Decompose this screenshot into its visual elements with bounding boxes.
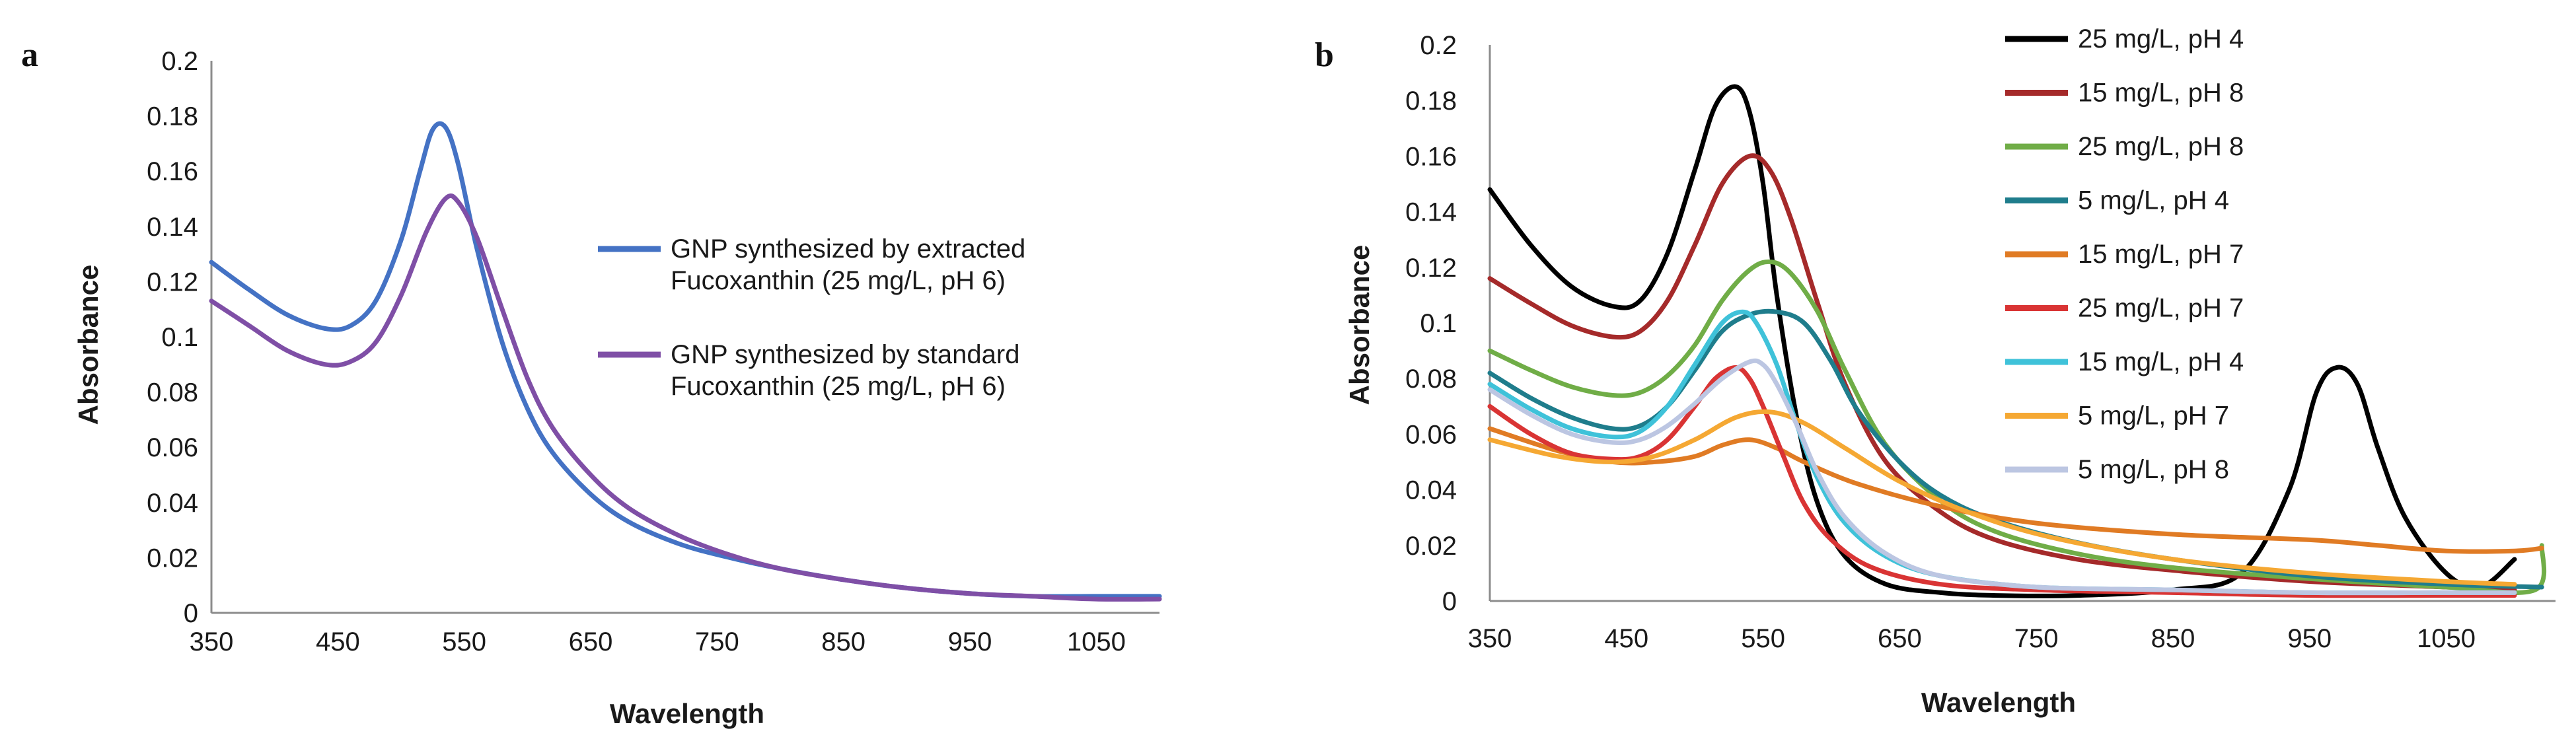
panel-b-y-tick-label: 0.08 <box>1405 365 1457 394</box>
panel-a-x-tick-label: 450 <box>316 627 360 656</box>
panel-a-xlabel: Wavelength <box>610 698 764 729</box>
panel-b-x-ticks: 350 450 550 650 750 850 950 1050 <box>1468 624 2476 653</box>
panel-a-y-tick-label: 0.16 <box>147 157 198 186</box>
panel-b-xlabel: Wavelength <box>1921 687 2076 718</box>
panel-a-series-line-2 <box>209 193 1162 602</box>
panel-b-y-tick-label: 0.12 <box>1405 254 1457 283</box>
panel-b-x-tick-label: 1050 <box>2417 624 2476 653</box>
panel-a-y-tick-label: 0.14 <box>147 213 198 242</box>
panel-b-series-line-9 <box>1487 358 2517 596</box>
panel-b-y-tick-label: 0.14 <box>1405 198 1457 227</box>
panel-a-y-tick-label: 0.12 <box>147 267 198 297</box>
panel-b-y-ticks: 0 0.02 0.04 0.06 0.08 0.1 0.12 0.14 0.16 0.18 0.2 <box>1405 31 1457 616</box>
panel-b-label: b <box>1315 36 1334 74</box>
panel-a-x-tick-label: 950 <box>948 627 992 656</box>
panel-b-y-tick-label: 0.02 <box>1405 532 1457 561</box>
panel-b-series-line-5 <box>1487 426 2544 554</box>
panel-b-y-tick-label: 0.16 <box>1405 142 1457 171</box>
panel-b-legend-label: 15 mg/L, pH 7 <box>2078 240 2244 269</box>
panel-b-y-tick-label: 0.04 <box>1405 476 1457 505</box>
panel-b-legend-label: 25 mg/L, pH 7 <box>2078 294 2244 323</box>
panel-a-x-tick-label: 550 <box>442 627 486 656</box>
panel-b-legend-label: 5 mg/L, pH 7 <box>2078 402 2229 431</box>
panel-b-legend-label: 15 mg/L, pH 4 <box>2078 347 2244 376</box>
panel-a-label: a <box>21 36 38 74</box>
panel-a-legend: GNP synthesized by extractedFucoxanthin … <box>598 234 1025 401</box>
panel-a-x-ticks: 350 450 550 650 750 850 950 1050 <box>190 627 1126 656</box>
panel-a-y-tick-label: 0.1 <box>161 323 198 352</box>
panel-a-y-tick-label: 0 <box>184 599 198 628</box>
panel-b-series-line-7 <box>1487 309 2517 596</box>
panel-b-legend: 25 mg/L, pH 4 15 mg/L, pH 8 25 mg/L, pH 8 5… <box>2005 24 2244 484</box>
panel-a-y-tick-label: 0.18 <box>147 102 198 131</box>
panel-a-ylabel: Absorbance <box>73 265 104 425</box>
panel-b-y-tick-label: 0.1 <box>1420 309 1457 338</box>
panel-b-x-tick-label: 450 <box>1604 624 1648 653</box>
panel-b-series <box>1487 84 2547 598</box>
panel-b-legend-label: 5 mg/L, pH 8 <box>2078 455 2229 484</box>
panel-b-legend-label: 15 mg/L, pH 8 <box>2078 79 2244 108</box>
panel-b-y-tick-label: 0.2 <box>1420 31 1457 60</box>
panel-a-legend-label: GNP synthesized by extracted <box>671 234 1025 264</box>
panel-a-x-tick-label: 1050 <box>1067 627 1126 656</box>
panel-b-x-tick-label: 850 <box>2151 624 2195 653</box>
panel-b-series-line-8 <box>1487 409 2517 587</box>
panel-a-y-tick-label: 0.06 <box>147 433 198 462</box>
panel-a-x-tick-label: 850 <box>821 627 865 656</box>
panel-a-legend-label: Fucoxanthin (25 mg/L, pH 6) <box>671 372 1006 401</box>
panel-b-legend-label: 5 mg/L, pH 4 <box>2078 186 2229 215</box>
panel-a-y-tick-label: 0.04 <box>147 489 198 518</box>
panel-a-y-tick-label: 0.02 <box>147 544 198 573</box>
panel-b-x-tick-label: 650 <box>1878 624 1922 653</box>
panel-b-x-tick-label: 350 <box>1468 624 1512 653</box>
panel-b-x-tick-label: 750 <box>2014 624 2059 653</box>
panel-a-x-tick-label: 350 <box>190 627 234 656</box>
panel-a-legend-label: Fucoxanthin (25 mg/L, pH 6) <box>671 266 1006 295</box>
panel-b-ylabel: Absorbance <box>1344 245 1375 406</box>
panel-b-legend-label: 25 mg/L, pH 8 <box>2078 132 2244 161</box>
panel-b-x-tick-label: 550 <box>1741 624 1785 653</box>
panel-b-series-line-1 <box>1487 84 2517 598</box>
panel-a-y-tick-label: 0.08 <box>147 378 198 407</box>
panel-a-chart: a Absorbance Wavelength 0 0.02 0.04 0.06 0.0… <box>21 36 1162 729</box>
panel-a-y-tick-label: 0.2 <box>161 47 198 76</box>
panel-a-x-tick-label: 650 <box>569 627 613 656</box>
panel-b-series-line-3 <box>1487 259 2547 595</box>
panel-b-x-tick-label: 950 <box>2287 624 2332 653</box>
panel-b-y-tick-label: 0.06 <box>1405 420 1457 449</box>
panel-a-series <box>209 121 1162 602</box>
panel-a-y-ticks: 0 0.02 0.04 0.06 0.08 0.1 0.12 0.14 0.16 0.18 0.2 <box>147 47 198 628</box>
panel-b-y-tick-label: 0 <box>1442 587 1457 616</box>
panel-b-y-tick-label: 0.18 <box>1405 87 1457 116</box>
panel-b-series-line-6 <box>1487 365 2517 598</box>
panel-b-chart: b Absorbance Wavelength 0 0.02 0.04 0.06 0.0… <box>1315 24 2556 718</box>
panel-a-legend-label: GNP synthesized by standard <box>671 340 1019 369</box>
panel-b-legend-label: 25 mg/L, pH 4 <box>2078 24 2244 53</box>
panel-a-x-tick-label: 750 <box>695 627 739 656</box>
